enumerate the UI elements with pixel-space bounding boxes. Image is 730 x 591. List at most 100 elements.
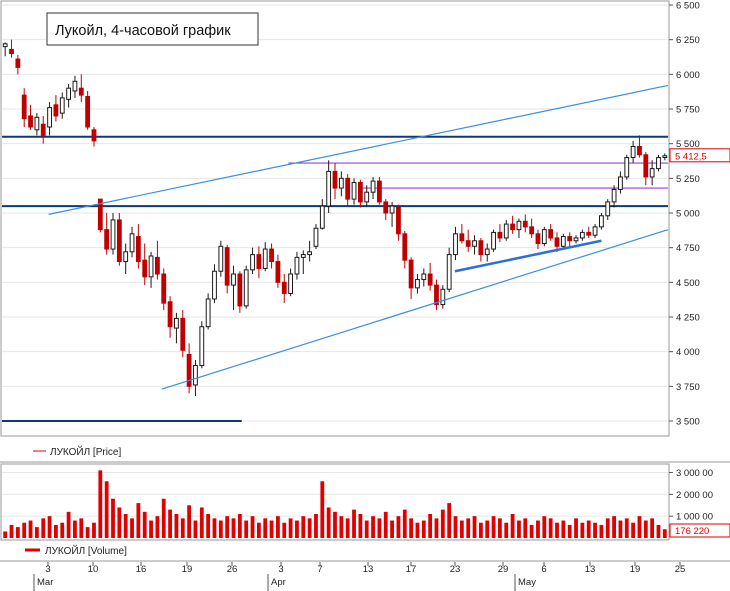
candle-body <box>618 176 623 190</box>
volume-bar <box>180 518 185 538</box>
volume-bar <box>447 503 452 538</box>
volume-bar <box>28 520 33 538</box>
price-tick-label: 5 250 <box>676 174 700 185</box>
volume-bar <box>111 498 115 538</box>
volume-bar <box>434 518 439 538</box>
volume-bar <box>396 516 401 538</box>
time-day-label: 3 <box>278 564 283 575</box>
candle-body <box>231 273 236 286</box>
candle-body <box>560 236 566 247</box>
candle-body <box>9 48 14 55</box>
volume-legend-label: ЛУКОЙЛ [Volume] <box>45 544 127 557</box>
volume-bar <box>580 522 585 538</box>
trendlines <box>48 84 669 390</box>
chart-title-frame <box>46 12 259 46</box>
price-tick-label: 4 750 <box>676 243 700 254</box>
candle-body <box>78 87 84 96</box>
candle-body <box>205 298 211 328</box>
time-axis: 3 10 16 19 26 3 7 13 17 23 29 6 13 19 25 Mar Apr May <box>33 562 686 591</box>
last-volume-box <box>669 523 730 538</box>
volume-bar <box>536 520 540 538</box>
volume-bar <box>15 527 20 538</box>
candle-body <box>364 191 370 203</box>
volume-bar <box>345 518 350 538</box>
volume-bar <box>428 514 433 538</box>
candle-body <box>250 254 255 271</box>
time-day-label: 19 <box>182 564 193 575</box>
volume-bar <box>142 511 147 538</box>
candle-body <box>383 201 389 214</box>
candle-body <box>104 229 110 250</box>
volume-tick-label: 3 000 00 <box>676 468 713 479</box>
price-levels <box>2 135 668 422</box>
volume-bar <box>478 522 483 538</box>
volume-bar <box>440 509 445 538</box>
time-day-label: 25 <box>675 564 686 575</box>
candle-body <box>243 269 249 307</box>
volume-bar <box>269 520 274 538</box>
candle-body <box>649 168 655 178</box>
time-day-label: 17 <box>406 564 417 575</box>
volume-panel-border <box>0 463 670 541</box>
volume-bars <box>3 470 667 538</box>
volume-bar <box>339 516 344 538</box>
chart-title-box: Лукойл, 4-часовой график <box>46 12 259 46</box>
last-price-label: 5 412,5 <box>675 151 707 162</box>
volume-bar <box>288 518 293 538</box>
volume-bar <box>548 518 553 538</box>
volume-bar <box>225 516 230 538</box>
candle-body <box>497 231 503 239</box>
price-tick-label: 5 500 <box>676 139 700 150</box>
volume-bar <box>301 516 306 538</box>
price-tick-label: 5 750 <box>676 105 700 116</box>
volume-bar <box>130 518 134 538</box>
candle-body <box>453 233 458 256</box>
time-month-label: May <box>518 577 536 588</box>
candle-body <box>396 206 401 235</box>
candle-body <box>598 215 604 228</box>
volume-bar <box>662 529 667 538</box>
price-tick-label: 4 250 <box>676 313 700 324</box>
candle-body <box>389 205 395 214</box>
volume-bar <box>593 522 597 538</box>
volume-legend: ЛУКОЙЛ [Volume] <box>25 544 127 557</box>
volume-bar <box>263 518 268 538</box>
volume-bar <box>612 516 616 538</box>
price-tick-label: 3 750 <box>676 382 700 393</box>
time-day-label: 23 <box>450 564 461 575</box>
candle-body <box>434 284 439 306</box>
candle-body <box>440 288 446 306</box>
volume-bar <box>41 518 46 538</box>
volume-bar <box>631 522 636 538</box>
candle-body <box>135 236 141 263</box>
volume-bar <box>491 516 496 538</box>
volume-bar <box>149 520 153 538</box>
price-tick-label: 6 000 <box>676 70 700 81</box>
volume-bar <box>155 516 160 538</box>
candle-body <box>256 254 262 269</box>
volume-bar <box>282 522 287 538</box>
volume-bar <box>66 511 71 538</box>
candle-body <box>262 248 268 269</box>
volume-bar <box>459 520 464 538</box>
candles <box>2 39 668 397</box>
candle-body <box>345 177 351 200</box>
volume-bar <box>390 520 394 538</box>
candle-body <box>472 240 477 247</box>
volume-bar <box>364 520 369 538</box>
candle-body <box>408 259 414 289</box>
candle-body <box>59 97 65 114</box>
candle-body <box>427 273 433 286</box>
time-day-label: 29 <box>498 564 509 575</box>
candle-body <box>21 94 27 120</box>
volume-bar <box>605 518 610 538</box>
time-month-label: Mar <box>37 577 53 588</box>
volume-bar <box>586 520 591 538</box>
candle-body <box>630 145 636 159</box>
last-price-tag: 5 412,5 <box>669 148 730 163</box>
volume-bar <box>256 522 261 538</box>
candle-body <box>478 240 484 256</box>
volume-bar <box>34 527 39 538</box>
volume-bar <box>218 520 223 538</box>
candle-body <box>193 365 198 386</box>
